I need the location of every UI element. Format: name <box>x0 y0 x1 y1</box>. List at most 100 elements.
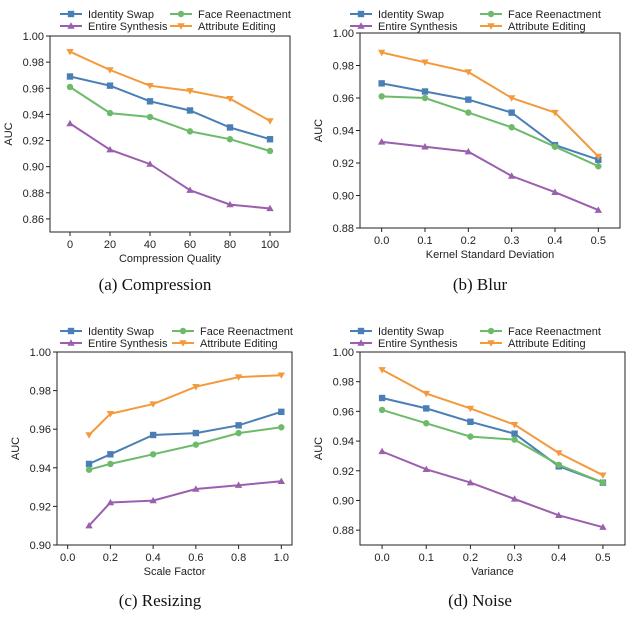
data-point <box>186 186 194 193</box>
legend-marker <box>177 10 185 18</box>
x-tick-label: 0.3 <box>507 552 522 564</box>
data-point <box>464 69 473 76</box>
y-tick-label: 0.96 <box>23 83 44 95</box>
legend-item: Identity Swap <box>350 326 444 338</box>
data-point <box>186 88 194 95</box>
data-point <box>421 59 429 66</box>
data-point <box>466 478 475 486</box>
panel-caption: (c) Resizing <box>119 591 202 610</box>
y-axis-label: AUC <box>3 122 15 145</box>
data-point <box>377 49 386 57</box>
data-point <box>106 82 114 89</box>
data-point <box>226 124 234 131</box>
legend-item: Entire Synthesis <box>60 21 168 33</box>
panel-caption: (b) Blur <box>453 275 508 294</box>
legend-label: Face Reenactment <box>200 326 293 338</box>
data-point <box>421 94 429 102</box>
data-point <box>467 418 474 425</box>
legend-label: Identity Swap <box>378 326 444 338</box>
legend-item: Face Reenactment <box>480 326 601 338</box>
data-point <box>555 450 563 457</box>
y-tick-label: 0.92 <box>23 136 44 148</box>
chart-panel-2: Identity Swap Face Reenactment Entire Synt… <box>313 9 621 294</box>
x-tick-label: 20 <box>104 239 116 251</box>
legend-marker <box>487 10 495 18</box>
series-identity-swap <box>85 408 285 468</box>
legend-marker <box>357 22 365 29</box>
data-point <box>508 124 515 131</box>
legend-label: Attribute Editing <box>508 338 586 350</box>
legend-label: Entire Synthesis <box>88 338 168 350</box>
data-point <box>511 436 518 443</box>
plot-frame <box>359 32 621 229</box>
legend-label: Face Reenactment <box>508 326 601 338</box>
y-tick-label: 1.00 <box>30 347 51 359</box>
data-point <box>510 495 519 502</box>
data-point <box>508 109 515 116</box>
data-point <box>551 188 559 195</box>
legend-item: Face Reenactment <box>170 9 291 21</box>
x-tick-label: 0.5 <box>591 235 606 247</box>
x-tick-label: 0.2 <box>103 552 118 564</box>
x-tick-label: 0.4 <box>145 552 160 564</box>
data-point <box>377 138 386 145</box>
x-tick-label: 0.2 <box>463 552 478 564</box>
legend-label: Identity Swap <box>378 9 444 21</box>
legend-label: Face Reenactment <box>198 9 291 21</box>
data-point <box>234 374 243 381</box>
legend-label: Attribute Editing <box>198 21 276 33</box>
data-point <box>277 477 286 485</box>
series-attribute-editing <box>377 49 603 161</box>
x-tick-label: 100 <box>261 239 279 251</box>
data-point <box>106 145 114 153</box>
legend-item: Identity Swap <box>60 326 154 338</box>
data-point <box>378 93 385 100</box>
data-point <box>465 96 472 103</box>
data-point <box>423 405 430 412</box>
data-point <box>85 522 93 529</box>
series-face-reenactment <box>378 93 602 170</box>
y-axis-label: AUC <box>10 437 22 460</box>
series-line <box>88 410 282 465</box>
data-point <box>555 511 563 519</box>
series-line <box>69 86 271 152</box>
data-point <box>510 422 519 429</box>
legend-item: Attribute Editing <box>480 338 586 350</box>
legend-item: Entire Synthesis <box>350 338 458 350</box>
y-tick-label: 0.86 <box>23 214 44 226</box>
series-entire-synthesis <box>85 477 286 529</box>
legend-item: Identity Swap <box>350 9 444 21</box>
series-line <box>381 82 599 161</box>
data-point <box>594 206 603 213</box>
data-point <box>149 496 157 504</box>
data-point <box>594 153 603 161</box>
series-attribute-editing <box>66 48 274 125</box>
chart-panel-1: Identity Swap Face Reenactment Entire Synt… <box>3 9 291 294</box>
legend-marker <box>67 339 75 346</box>
data-point <box>226 96 234 103</box>
chart-panel-4: Identity Swap Face Reenactment Entire Synt… <box>313 326 626 610</box>
data-point <box>192 485 200 492</box>
legend-item: Face Reenactment <box>172 326 293 338</box>
series-line <box>88 374 282 436</box>
legend-marker <box>177 23 185 30</box>
data-point <box>507 95 516 102</box>
y-tick-label: 0.96 <box>333 93 354 105</box>
series-line <box>381 95 599 168</box>
data-point <box>192 441 200 448</box>
series-identity-swap <box>66 73 274 143</box>
series-line <box>381 397 604 484</box>
legend-marker <box>357 339 365 346</box>
legend: Identity Swap Face Reenactment Entire Synt… <box>350 326 601 350</box>
y-tick-label: 0.88 <box>333 525 354 537</box>
data-point <box>421 143 429 150</box>
data-point <box>277 372 286 379</box>
x-tick-label: 0.4 <box>551 552 566 564</box>
series-line <box>381 140 599 212</box>
legend-item: Attribute Editing <box>480 21 586 33</box>
y-tick-label: 0.96 <box>333 406 354 418</box>
series-line <box>69 50 271 122</box>
data-point <box>378 447 386 455</box>
y-tick-label: 0.98 <box>333 377 354 389</box>
series-attribute-editing <box>85 372 286 439</box>
